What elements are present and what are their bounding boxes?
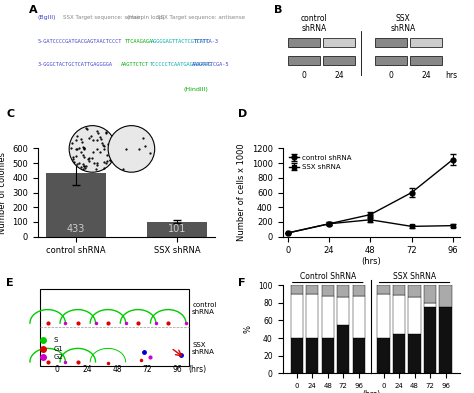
Y-axis label: %: %	[244, 325, 253, 333]
Text: G2: G2	[54, 354, 64, 360]
Bar	[408, 334, 421, 373]
Text: 96: 96	[173, 365, 182, 374]
Text: SSX
shRNA: SSX shRNA	[192, 342, 215, 355]
Text: 48: 48	[112, 365, 122, 374]
X-axis label: (hrs): (hrs)	[361, 257, 381, 266]
Text: 24: 24	[82, 365, 92, 374]
Text: TCCCCCTCAATGAGCAGTAG: TCCCCCTCAATGAGCAGTAG	[150, 62, 212, 68]
Text: C: C	[6, 109, 14, 119]
Bar	[306, 294, 319, 338]
Text: E: E	[6, 278, 14, 288]
Bar	[410, 38, 442, 47]
Text: hrs: hrs	[445, 71, 457, 80]
Bar	[424, 285, 436, 303]
Text: (HindIII): (HindIII)	[183, 87, 208, 92]
Bar	[408, 285, 421, 297]
Circle shape	[108, 126, 155, 172]
Bar	[306, 285, 319, 294]
Text: F: F	[238, 278, 246, 288]
Text: 72: 72	[143, 365, 152, 374]
Point	[358, 29, 364, 33]
Text: (BglII): (BglII)	[38, 15, 56, 20]
Text: AAAAATTCGA-5: AAAAATTCGA-5	[192, 62, 229, 68]
Bar	[424, 307, 436, 373]
Circle shape	[69, 126, 116, 172]
Text: (Hairpin loop): (Hairpin loop)	[127, 15, 164, 20]
Bar	[323, 38, 355, 47]
Text: 3-GGGCTACTGCTCATTGAGGGGA: 3-GGGCTACTGCTCATTGAGGGGA	[38, 62, 113, 68]
Text: control
shRNA: control shRNA	[192, 301, 217, 314]
Text: (hrs): (hrs)	[188, 365, 207, 374]
Text: SSX Target sequence: sense: SSX Target sequence: sense	[63, 15, 140, 20]
Y-axis label: Number of cells x 1000: Number of cells x 1000	[237, 144, 246, 241]
Text: 0: 0	[388, 71, 393, 80]
Text: SSX
shRNA: SSX shRNA	[391, 13, 416, 33]
Bar	[393, 334, 405, 373]
Bar	[439, 307, 452, 373]
Bar	[40, 289, 189, 366]
Bar	[337, 297, 349, 325]
Bar	[46, 173, 106, 237]
Y-axis label: Number of colonies: Number of colonies	[0, 152, 7, 233]
Text: Control ShRNA: Control ShRNA	[300, 272, 356, 281]
Bar	[291, 294, 303, 338]
Bar	[321, 285, 334, 296]
Bar	[323, 56, 355, 65]
Text: 433: 433	[67, 224, 85, 234]
Bar	[321, 296, 334, 338]
Bar	[393, 285, 405, 295]
Text: G1: G1	[54, 346, 64, 352]
Bar	[410, 56, 442, 65]
Bar	[337, 285, 349, 297]
Bar	[321, 338, 334, 373]
Bar	[424, 303, 436, 307]
Text: TTCAAGAGA: TTCAAGAGA	[125, 39, 153, 44]
Text: SSX Target sequence: antisense: SSX Target sequence: antisense	[157, 15, 245, 20]
Text: 24: 24	[335, 71, 344, 80]
Bar	[306, 338, 319, 373]
Text: SSX ShRNA: SSX ShRNA	[393, 272, 436, 281]
Bar	[353, 296, 365, 338]
X-axis label: (hrs): (hrs)	[362, 391, 380, 393]
Bar	[291, 338, 303, 373]
Point	[358, 73, 364, 78]
Text: B: B	[273, 5, 282, 15]
Bar	[337, 325, 349, 373]
Text: AAGTTCTCT: AAGTTCTCT	[121, 62, 149, 68]
Bar	[375, 38, 407, 47]
Bar	[377, 285, 390, 294]
Text: 0: 0	[55, 365, 59, 374]
Text: D: D	[238, 109, 247, 119]
Text: 0: 0	[301, 71, 306, 80]
Bar	[288, 38, 320, 47]
Bar	[291, 285, 303, 294]
Bar	[439, 285, 452, 307]
Text: A: A	[29, 5, 37, 15]
Bar	[377, 294, 390, 338]
Text: TTTTTA-3: TTTTTA-3	[194, 39, 219, 44]
Text: control
shRNA: control shRNA	[301, 13, 328, 33]
Bar	[375, 56, 407, 65]
Text: AGGGGAGTTACTCGTCATC: AGGGGAGTTACTCGTCATC	[151, 39, 211, 44]
Bar	[146, 222, 207, 237]
Bar	[353, 338, 365, 373]
Bar	[288, 56, 320, 65]
Bar	[393, 295, 405, 334]
Text: S: S	[54, 337, 58, 343]
Text: 24: 24	[421, 71, 431, 80]
Legend: control shRNA, SSX shRNA: control shRNA, SSX shRNA	[286, 152, 354, 173]
Bar	[377, 338, 390, 373]
Text: 5-GATCCCCGATGACGAGTAACTCCCT: 5-GATCCCCGATGACGAGTAACTCCCT	[38, 39, 122, 44]
Bar	[408, 297, 421, 334]
Bar	[353, 285, 365, 296]
Text: 101: 101	[168, 224, 186, 234]
